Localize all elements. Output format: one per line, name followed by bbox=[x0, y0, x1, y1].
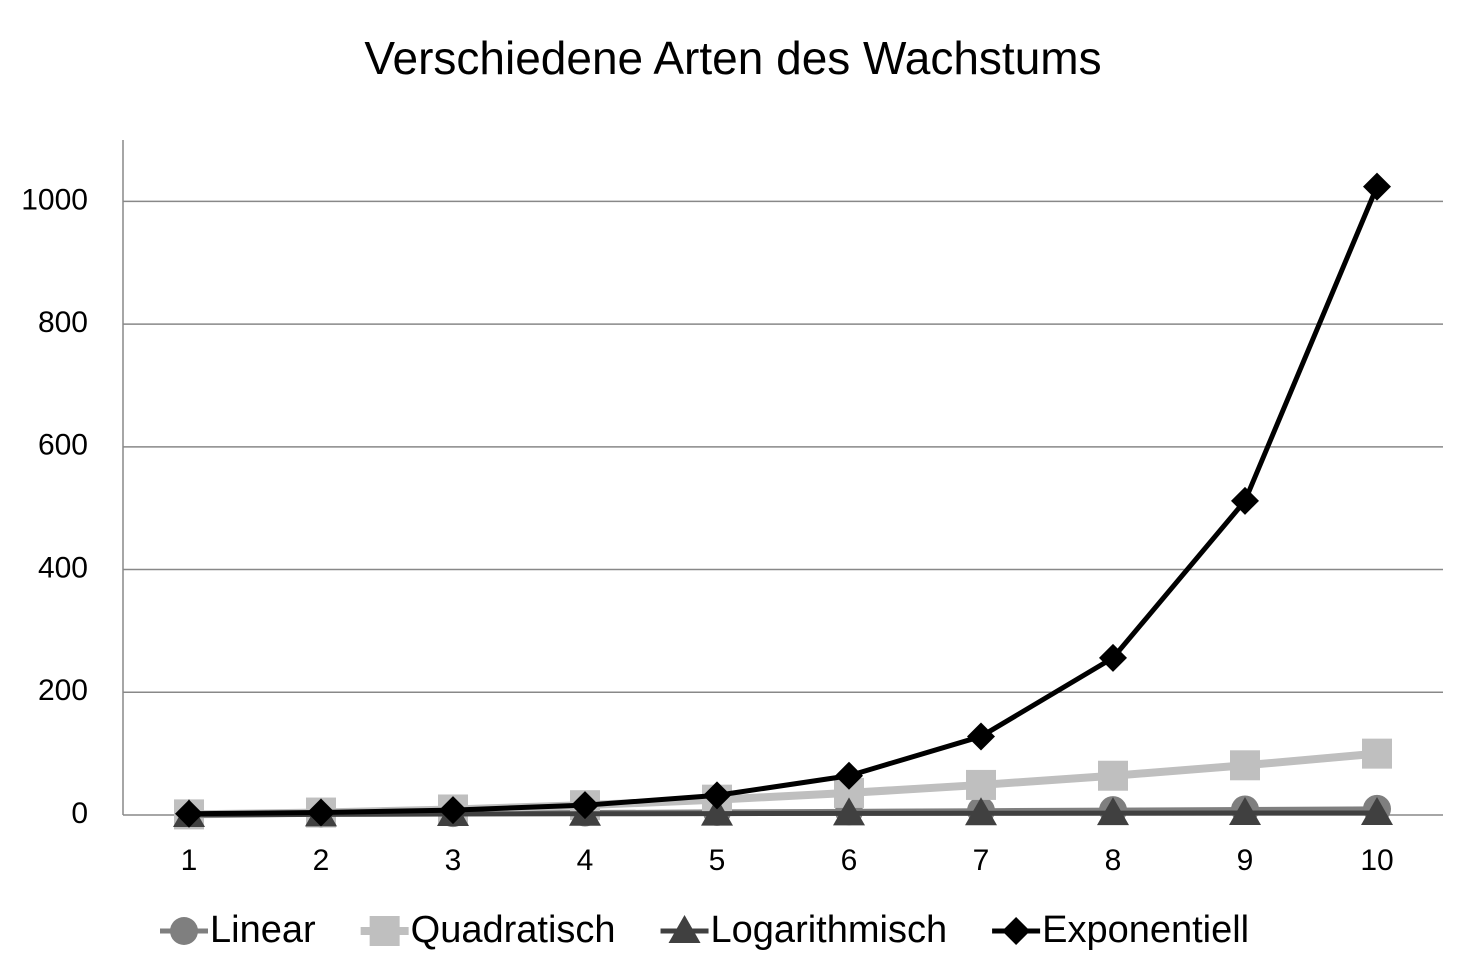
y-tick-label: 0 bbox=[71, 797, 88, 830]
point bbox=[833, 797, 865, 826]
legend-item: Quadratisch bbox=[360, 909, 616, 951]
y-tick-label: 600 bbox=[38, 429, 88, 462]
chart-title: Verschiedene Arten des Wachstums bbox=[364, 32, 1101, 84]
legend-label: Exponentiell bbox=[1042, 909, 1249, 951]
x-tick-label: 6 bbox=[841, 844, 858, 877]
x-tick-label: 9 bbox=[1237, 844, 1254, 877]
point bbox=[1230, 750, 1260, 781]
point bbox=[835, 761, 863, 790]
point bbox=[967, 722, 995, 751]
point bbox=[1098, 760, 1128, 791]
line bbox=[188, 185, 1380, 817]
point bbox=[1362, 738, 1392, 769]
y-tick-label: 400 bbox=[38, 551, 88, 584]
x-tick-label: 10 bbox=[1360, 844, 1393, 877]
legend-marker bbox=[668, 915, 701, 943]
series bbox=[175, 172, 1391, 828]
legend-item: Logarithmisch bbox=[660, 909, 948, 951]
legend-marker bbox=[1002, 917, 1031, 945]
legend-item: Exponentiell bbox=[992, 909, 1249, 951]
point bbox=[175, 799, 203, 828]
y-tick-label: 1000 bbox=[21, 183, 88, 216]
point bbox=[1099, 643, 1127, 672]
point bbox=[703, 781, 731, 810]
x-tick-label: 8 bbox=[1105, 844, 1122, 877]
point bbox=[1231, 486, 1259, 515]
legend-marker bbox=[170, 917, 198, 945]
y-tick-label: 800 bbox=[38, 306, 88, 339]
x-tick-label: 4 bbox=[577, 844, 594, 877]
point bbox=[439, 796, 467, 825]
legend-label: Linear bbox=[210, 909, 316, 951]
legend-label: Quadratisch bbox=[411, 909, 616, 951]
legend-marker bbox=[369, 916, 400, 946]
point bbox=[571, 791, 599, 820]
point bbox=[1229, 797, 1261, 826]
point bbox=[1361, 796, 1393, 825]
point bbox=[966, 769, 996, 800]
point bbox=[1363, 172, 1391, 201]
x-tick-label: 3 bbox=[445, 844, 462, 877]
point bbox=[701, 797, 733, 826]
x-tick-label: 2 bbox=[313, 844, 330, 877]
x-tick-label: 5 bbox=[709, 844, 726, 877]
legend-item: Linear bbox=[160, 909, 316, 951]
point bbox=[1097, 797, 1129, 826]
line bbox=[188, 810, 1378, 818]
legend-label: Logarithmisch bbox=[711, 909, 948, 951]
x-tick-label: 7 bbox=[973, 844, 990, 877]
x-tick-label: 1 bbox=[181, 844, 198, 877]
y-tick-label: 200 bbox=[38, 674, 88, 707]
point bbox=[965, 797, 997, 826]
point bbox=[307, 798, 335, 827]
